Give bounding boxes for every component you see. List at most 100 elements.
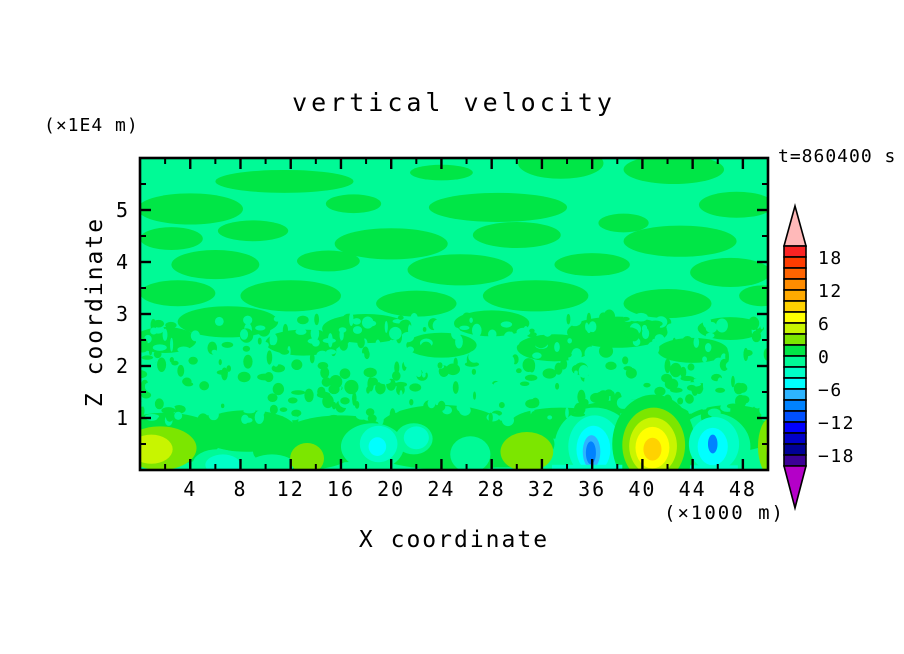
speckle <box>391 371 401 381</box>
speckle <box>141 391 152 399</box>
x-tick-label: 12 <box>277 477 305 501</box>
speckle <box>542 322 553 337</box>
speckle <box>153 350 162 359</box>
speckle <box>253 353 263 358</box>
speckle <box>651 324 661 330</box>
speckle <box>152 319 165 328</box>
speckle <box>170 328 177 335</box>
speckle <box>197 413 209 428</box>
speckle <box>373 359 379 368</box>
speckle <box>552 414 564 424</box>
x-tick-label: 44 <box>679 477 707 501</box>
speckle <box>148 348 153 356</box>
speckle <box>547 415 553 420</box>
updraft-patch <box>240 280 341 312</box>
speckle <box>152 344 167 351</box>
speckle <box>339 339 348 351</box>
speckle <box>613 352 618 358</box>
colorbar-box <box>783 267 807 280</box>
speckle <box>574 402 586 416</box>
speckle <box>211 349 217 355</box>
speckle <box>322 314 331 322</box>
speckle <box>360 353 366 359</box>
speckle <box>687 363 695 371</box>
speckle <box>682 336 693 347</box>
speckle <box>388 351 399 357</box>
speckle <box>469 317 473 323</box>
updraft-patch <box>406 332 477 358</box>
speckle <box>258 349 268 362</box>
speckle <box>327 414 341 423</box>
speckle <box>358 380 366 386</box>
speckle <box>485 356 491 369</box>
speckle <box>189 390 196 396</box>
speckle <box>568 315 582 327</box>
updraft-patch <box>623 289 712 319</box>
speckle <box>629 352 639 363</box>
x-axis-label: X coordinate <box>358 527 550 553</box>
x-axis-unit: (×1000 m) <box>664 502 785 524</box>
surface-updraft-plume-x41 <box>643 437 662 461</box>
speckle <box>264 371 274 383</box>
colorbar-box <box>783 410 807 423</box>
speckle <box>161 407 176 414</box>
speckle <box>291 409 302 417</box>
updraft-patch <box>177 306 279 338</box>
surface-downdraft-x6 <box>205 454 241 470</box>
speckle <box>220 347 227 355</box>
speckle <box>700 401 708 410</box>
speckle <box>604 371 618 384</box>
speckle <box>257 337 262 345</box>
speckle <box>188 315 203 326</box>
speckle <box>737 383 748 393</box>
updraft-patch <box>322 314 411 344</box>
speckle <box>725 360 739 371</box>
speckle <box>738 329 749 339</box>
speckle <box>623 366 633 371</box>
speckle <box>288 416 299 421</box>
speckle <box>349 312 354 326</box>
speckle <box>357 336 365 349</box>
time-label: t=860400 s <box>778 146 897 167</box>
speckle <box>221 341 234 348</box>
speckle <box>486 413 500 422</box>
speckle <box>705 321 718 334</box>
speckle <box>421 361 429 374</box>
updraft-patch <box>482 280 589 312</box>
speckle <box>488 329 497 340</box>
speckle <box>282 323 289 338</box>
speckle <box>492 338 501 351</box>
speckle <box>198 398 210 409</box>
speckle <box>760 322 764 330</box>
speckle <box>702 380 708 391</box>
speckle <box>326 349 337 355</box>
speckle <box>397 315 404 320</box>
x-tick-label: 8 <box>233 477 247 501</box>
speckle <box>170 337 174 352</box>
speckle <box>388 339 394 349</box>
speckle <box>174 411 183 420</box>
updraft-patch <box>739 285 768 307</box>
speckle <box>603 309 616 324</box>
speckle <box>243 354 253 369</box>
speckle <box>686 384 697 391</box>
speckle <box>605 361 617 371</box>
updraft-patch <box>698 191 768 218</box>
speckle <box>350 346 354 357</box>
speckle <box>332 322 337 334</box>
speckle <box>188 356 198 365</box>
speckle <box>437 400 446 412</box>
speckle <box>669 362 682 378</box>
speckle <box>243 315 253 325</box>
colorbar-box <box>783 278 807 291</box>
speckle <box>187 399 197 414</box>
speckle <box>624 327 638 339</box>
speckle <box>693 336 700 348</box>
speckle <box>339 368 351 379</box>
speckle <box>389 408 396 422</box>
speckle <box>731 375 735 388</box>
speckle <box>321 377 332 387</box>
speckle <box>553 408 559 415</box>
updraft-patch <box>217 220 289 242</box>
